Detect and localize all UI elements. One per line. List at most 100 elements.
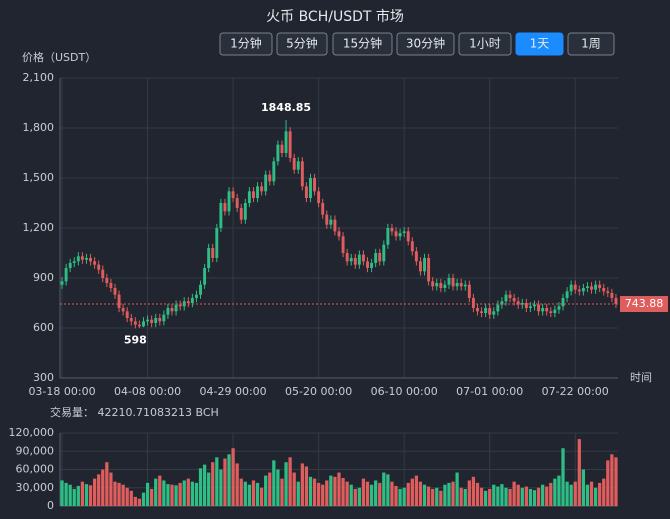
volume-bar: [585, 484, 590, 506]
volume-bar: [80, 481, 85, 506]
volume-bar: [141, 492, 146, 506]
candle-body: [231, 191, 235, 198]
candle-body: [398, 233, 402, 237]
candle-body: [549, 311, 553, 313]
interval-button[interactable]: [567, 32, 615, 56]
interval-button[interactable]: [332, 32, 393, 56]
candle-body: [113, 288, 117, 295]
volume-bar: [101, 469, 105, 506]
volume-bar: [251, 480, 256, 506]
interval-label[interactable]: 15分钟: [343, 36, 382, 51]
volume-bar: [219, 469, 223, 506]
x-tick-label: 07-22 00:00: [542, 385, 609, 398]
candle-body: [516, 301, 520, 305]
volume-bar: [357, 487, 361, 506]
candle-body: [541, 308, 545, 312]
volume-bar: [365, 481, 370, 506]
candle-body: [394, 231, 398, 237]
interval-label[interactable]: 30分钟: [406, 36, 445, 51]
volume-bar: [92, 478, 97, 506]
volume-bar: [178, 482, 182, 506]
last-price-label: 743.88: [625, 297, 664, 310]
candle-body: [292, 158, 296, 170]
volume-bar: [378, 482, 382, 506]
candle-body: [256, 186, 260, 198]
interval-button[interactable]: [219, 32, 273, 56]
volume-bar: [162, 480, 166, 506]
volume-bar: [186, 478, 190, 506]
candle-body: [496, 304, 500, 312]
volume-bar: [390, 481, 394, 506]
volume-bar: [541, 484, 545, 506]
candle-body: [280, 144, 284, 153]
candle-body: [500, 301, 504, 305]
volume-bar: [88, 485, 93, 506]
volume-bar: [369, 484, 374, 506]
volume-bar: [549, 482, 553, 506]
volume-bar: [581, 469, 586, 506]
volume-bar: [577, 439, 581, 506]
candle-body: [386, 228, 390, 245]
candle-body: [614, 298, 618, 305]
candle-body: [60, 281, 64, 285]
candle-body: [300, 161, 304, 187]
volume-bar: [268, 472, 272, 506]
volume-bar: [304, 466, 309, 506]
candle-body: [512, 298, 516, 302]
volume-bar: [471, 476, 476, 506]
candle-body: [435, 283, 439, 287]
volume-bar: [545, 486, 549, 506]
interval-button[interactable]: [276, 32, 328, 56]
candle-body: [476, 308, 479, 312]
volume-bar: [386, 474, 390, 506]
volume-bar: [109, 472, 113, 506]
candle-body: [223, 203, 227, 212]
candle-body: [333, 219, 337, 232]
candle-body: [325, 214, 329, 225]
interval-label[interactable]: 1周: [581, 37, 601, 51]
candle-body: [89, 258, 93, 262]
volume-bar: [76, 485, 80, 506]
interval-button[interactable]: [515, 32, 564, 56]
y-tick-label: 600: [33, 321, 54, 334]
interval-label[interactable]: 5分钟: [286, 36, 318, 51]
volume-bar: [455, 472, 459, 506]
candle-body: [414, 251, 418, 262]
x-axis-label: 时间: [630, 371, 652, 384]
candle-body: [569, 284, 573, 292]
candle-body: [105, 278, 109, 283]
volume-bar: [174, 485, 178, 506]
volume-bar: [280, 478, 284, 506]
candle-body: [121, 308, 125, 312]
candle-body: [215, 228, 219, 258]
interval-button[interactable]: [458, 32, 512, 56]
candle-body: [170, 308, 174, 312]
volume-bar: [496, 486, 500, 506]
volume-bar: [431, 488, 435, 506]
volume-bar: [97, 474, 101, 506]
candle-body: [598, 284, 602, 288]
interval-label[interactable]: 1小时: [469, 37, 501, 51]
volume-bar: [475, 482, 480, 506]
volume-bar: [255, 482, 260, 506]
volume-bar: [154, 478, 158, 506]
candle-body: [492, 311, 496, 315]
candle-body: [247, 191, 251, 203]
volume-bar: [68, 484, 72, 506]
candle-body: [590, 286, 593, 290]
volume-bar: [467, 480, 471, 506]
volume-bar: [321, 484, 325, 506]
interval-label[interactable]: 1天: [530, 37, 550, 51]
candle-body: [137, 324, 141, 327]
volume-bar: [317, 482, 321, 506]
candle-body: [594, 284, 598, 290]
x-tick-label: 04-29 00:00: [200, 385, 267, 398]
volume-bar: [557, 475, 561, 506]
interval-label[interactable]: 1分钟: [230, 36, 262, 51]
volume-bar: [488, 488, 492, 506]
interval-button[interactable]: [396, 32, 455, 56]
candle-body: [520, 303, 524, 305]
candle-body: [178, 304, 182, 307]
candle-body: [329, 219, 333, 225]
